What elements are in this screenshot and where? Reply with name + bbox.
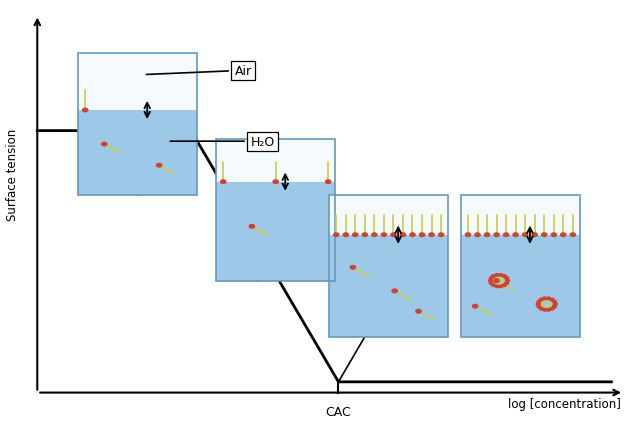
Circle shape [553, 303, 557, 306]
Circle shape [472, 305, 478, 308]
Bar [216, 140, 335, 281]
Circle shape [532, 233, 537, 237]
Circle shape [495, 274, 499, 276]
Circle shape [505, 277, 508, 280]
Circle shape [420, 233, 425, 237]
Circle shape [465, 233, 470, 237]
Circle shape [513, 233, 518, 237]
Text: CAC: CAC [325, 405, 351, 418]
Circle shape [570, 233, 575, 237]
Circle shape [553, 301, 556, 303]
Circle shape [539, 308, 543, 310]
Circle shape [553, 306, 556, 308]
Bar [216, 182, 335, 281]
Bar [78, 111, 197, 196]
Circle shape [506, 279, 510, 282]
Circle shape [537, 301, 541, 303]
Text: Surface tension: Surface tension [6, 128, 19, 220]
Circle shape [325, 181, 331, 184]
Circle shape [273, 181, 279, 184]
Circle shape [362, 233, 367, 237]
Circle shape [249, 225, 254, 229]
Bar [461, 196, 580, 235]
Circle shape [561, 233, 566, 237]
Text: H₂O: H₂O [170, 135, 275, 148]
Circle shape [372, 233, 377, 237]
Circle shape [547, 297, 551, 300]
Circle shape [550, 299, 554, 301]
Circle shape [102, 143, 107, 146]
Circle shape [494, 279, 499, 283]
Circle shape [410, 233, 415, 237]
Circle shape [353, 233, 358, 237]
Circle shape [499, 286, 503, 288]
Circle shape [495, 286, 499, 288]
Bar [329, 196, 448, 337]
Circle shape [547, 309, 551, 312]
Circle shape [492, 284, 496, 287]
Circle shape [503, 233, 509, 237]
Circle shape [503, 284, 506, 287]
Text: log [concentration]: log [concentration] [508, 397, 621, 410]
Circle shape [539, 299, 543, 301]
Circle shape [551, 233, 556, 237]
Circle shape [489, 282, 493, 285]
Circle shape [391, 233, 396, 237]
Circle shape [475, 233, 480, 237]
Circle shape [221, 181, 226, 184]
Circle shape [494, 233, 499, 237]
Circle shape [156, 164, 162, 168]
Bar [78, 54, 197, 196]
Circle shape [489, 279, 492, 282]
Circle shape [489, 277, 493, 280]
Circle shape [523, 233, 528, 237]
Circle shape [392, 289, 398, 293]
Circle shape [550, 308, 554, 310]
Text: Air: Air [146, 65, 252, 78]
Circle shape [350, 266, 356, 270]
Circle shape [343, 233, 348, 237]
Circle shape [537, 306, 541, 308]
Circle shape [499, 274, 503, 276]
Bar [329, 235, 448, 337]
Bar [461, 196, 580, 337]
Circle shape [82, 109, 88, 112]
Circle shape [505, 282, 508, 285]
Circle shape [543, 309, 547, 312]
Bar [461, 235, 580, 337]
Circle shape [416, 310, 421, 313]
Circle shape [381, 233, 387, 237]
Bar [78, 54, 197, 111]
Bar [329, 196, 448, 235]
Circle shape [429, 233, 434, 237]
Circle shape [536, 303, 540, 306]
Circle shape [439, 233, 444, 237]
Circle shape [334, 233, 339, 237]
Circle shape [492, 275, 496, 278]
Circle shape [400, 233, 406, 237]
Circle shape [543, 297, 547, 300]
Circle shape [484, 233, 490, 237]
Bar [216, 140, 335, 182]
Circle shape [503, 275, 506, 278]
Circle shape [542, 233, 547, 237]
